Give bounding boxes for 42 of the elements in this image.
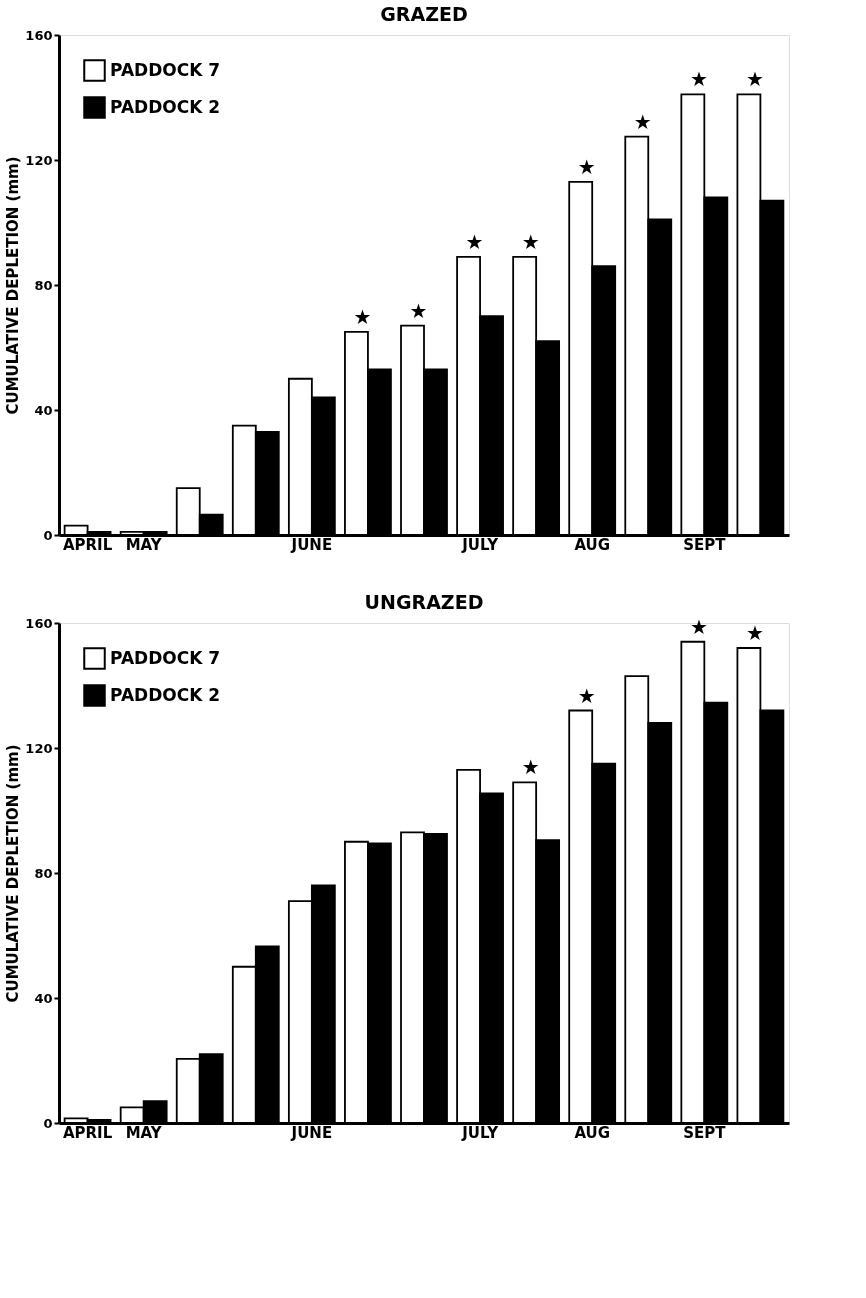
y-tick-label: 120 (25, 152, 53, 168)
data-label: ★ (465, 229, 484, 254)
data-label: ★ (633, 109, 652, 134)
x-tick-label: JULY (461, 535, 500, 554)
legend-label: PADDOCK 7 (110, 59, 221, 80)
legend-label: PADDOCK 2 (110, 684, 221, 705)
y-tick-label: 160 (25, 27, 53, 43)
data-label: ★ (689, 614, 708, 639)
x-tick-label: JUNE (290, 1123, 333, 1142)
y-tick-label: 40 (34, 402, 53, 418)
data-label: ★ (745, 621, 764, 645)
y-tick-label: 0 (43, 1115, 53, 1131)
chart-title: UNGRAZED (364, 591, 484, 613)
y-axis-title: CUMULATIVE DEPLETION (mm) (4, 744, 23, 1003)
y-tick-label: 160 (25, 615, 53, 631)
data-label: ★ (353, 304, 372, 329)
x-tick-label: AUG (574, 1123, 611, 1142)
data-label: ★ (409, 298, 428, 323)
data-label: ★ (521, 229, 540, 254)
y-tick-label: 80 (34, 277, 53, 293)
x-tick-label: JUNE (290, 535, 333, 554)
x-tick-label: MAY (125, 1123, 163, 1142)
x-tick-label: JULY (461, 1123, 500, 1142)
data-label: ★ (521, 755, 540, 780)
x-tick-label: SEPT (683, 1123, 727, 1142)
y-axis-title: CUMULATIVE DEPLETION (mm) (4, 156, 23, 415)
x-tick-label: AUG (574, 535, 611, 554)
data-label: ★ (577, 154, 596, 179)
x-tick-label: MAY (125, 535, 163, 554)
y-tick-label: 0 (43, 527, 53, 543)
data-label: ★ (745, 67, 764, 92)
y-tick-label: 80 (34, 865, 53, 881)
x-tick-label: APRIL (62, 1123, 113, 1142)
y-tick-label: 40 (34, 990, 53, 1006)
y-tick-label: 120 (25, 740, 53, 756)
x-tick-label: SEPT (683, 535, 727, 554)
data-label: ★ (689, 67, 708, 92)
legend-label: PADDOCK 7 (110, 647, 221, 668)
x-tick-label: APRIL (62, 535, 113, 554)
chart-title: GRAZED (380, 3, 468, 25)
data-label: ★ (577, 683, 596, 708)
legend-label: PADDOCK 2 (110, 96, 221, 117)
